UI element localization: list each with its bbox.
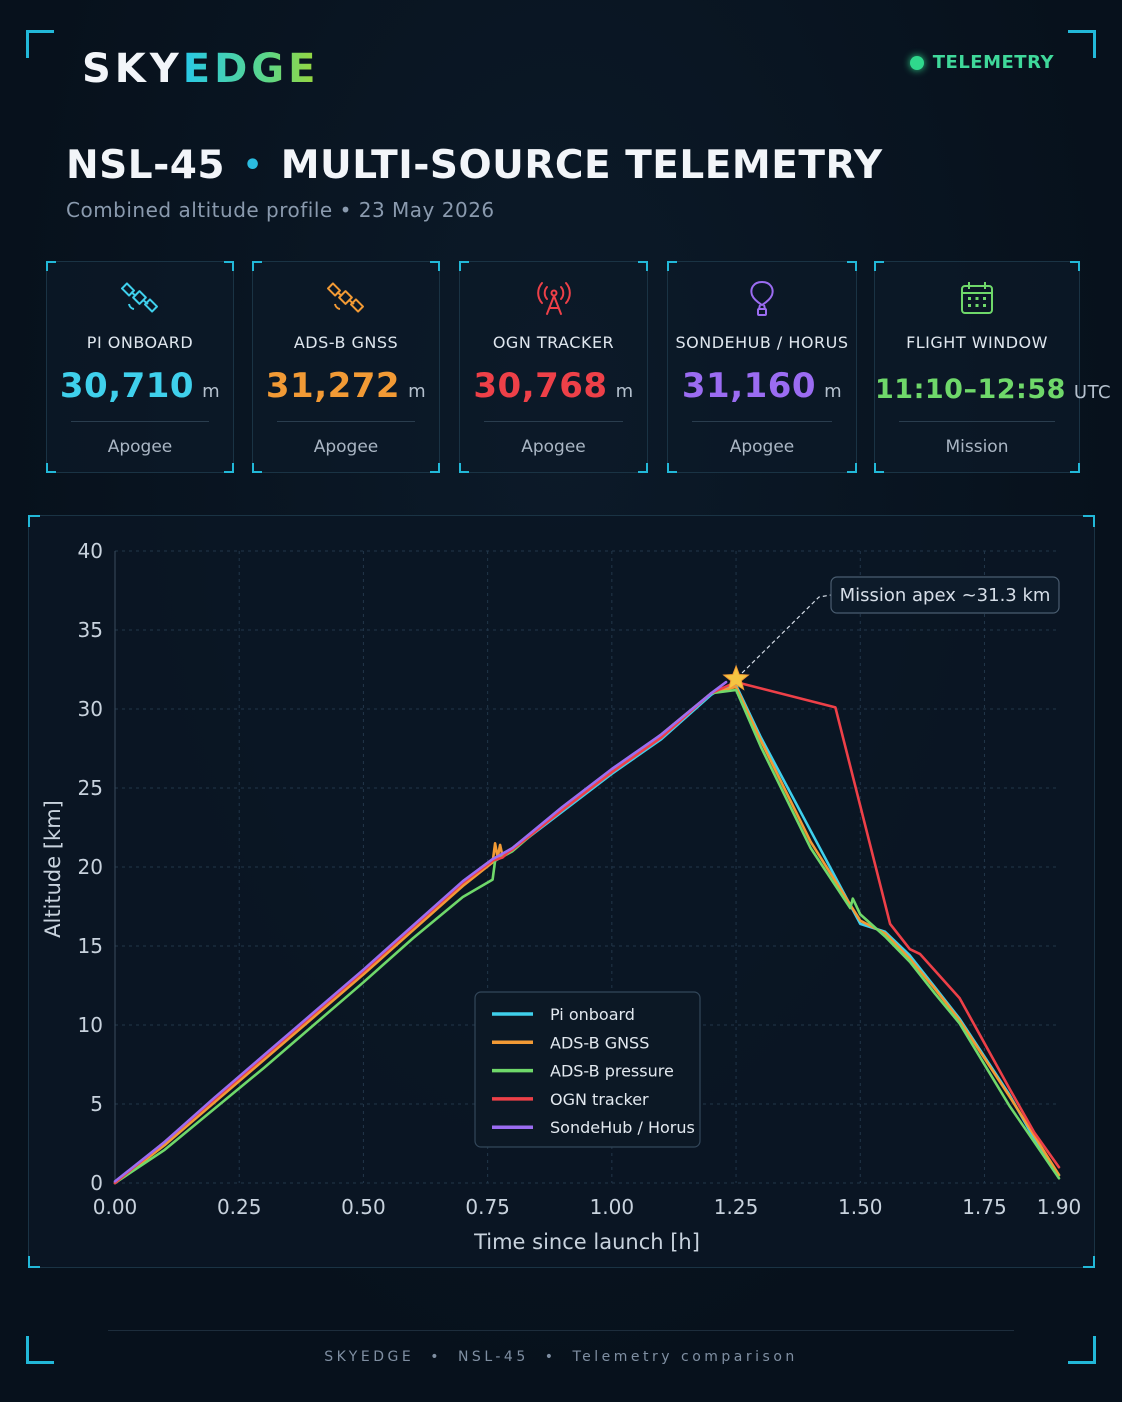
stat-card-pi-onboard: PI ONBOARD 30,710 m Apogee xyxy=(46,261,234,473)
page-title-mission: NSL-45 xyxy=(66,143,226,188)
card-value: 31,160 m xyxy=(681,366,843,406)
card-sublabel: Mission xyxy=(945,437,1009,457)
footer-separator: • xyxy=(544,1349,557,1365)
footer-brand: SKYEDGE xyxy=(324,1349,415,1365)
series-line xyxy=(113,680,728,1183)
card-sublabel: Apogee xyxy=(729,437,795,457)
legend-label: ADS-B GNSS xyxy=(550,1033,649,1052)
card-value: 31,272 m xyxy=(265,366,427,406)
chart-panel: 0 5 10 15 20 25 30 35 40 0.00 0.25 0.50 0.75 1.00 1.25… xyxy=(28,515,1095,1268)
card-sublabel: Apogee xyxy=(107,437,173,457)
x-tick-label: 0.50 xyxy=(341,1195,386,1219)
altitude-chart: 0 5 10 15 20 25 30 35 40 0.00 0.25 0.50 0.75 1.00 1.25… xyxy=(41,539,1082,1254)
card-value: 11:10–12:58 UTC xyxy=(875,374,1112,405)
card-value: 30,710 m xyxy=(59,366,221,406)
legend-box xyxy=(474,991,701,1148)
telemetry-status: TELEMETRY xyxy=(909,52,1054,73)
y-tick-label: 30 xyxy=(78,697,103,721)
card-label: FLIGHT WINDOW xyxy=(906,333,1048,352)
brand-logo: SKYEDGE xyxy=(82,46,319,92)
legend-label: SondeHub / Horus xyxy=(550,1118,695,1137)
frame-corner-bottom-right xyxy=(1068,1336,1096,1364)
page-title: NSL-45 • MULTI-SOURCE TELEMETRY xyxy=(66,143,883,188)
y-tick-label: 15 xyxy=(78,934,103,958)
y-tick-label: 0 xyxy=(90,1171,103,1195)
y-tick-label: 5 xyxy=(90,1092,103,1116)
y-tick-label: 35 xyxy=(78,618,103,642)
frame-corner-top-left xyxy=(26,30,54,58)
x-tick-label: 0.25 xyxy=(217,1195,262,1219)
annotation-text: Mission apex ~31.3 km xyxy=(840,585,1051,606)
balloon-icon xyxy=(750,281,774,316)
x-tick-label: 1.50 xyxy=(838,1195,883,1219)
y-axis-label: Altitude [km] xyxy=(41,800,65,938)
x-tick-label: 0.00 xyxy=(93,1195,138,1219)
footer-mission: NSL-45 xyxy=(457,1349,529,1365)
satellite-icon xyxy=(120,282,159,313)
annotation-leader xyxy=(741,594,832,674)
page-title-text: MULTI-SOURCE TELEMETRY xyxy=(280,143,883,188)
stat-card-adsb-gnss: ADS-B GNSS 31,272 m Apogee xyxy=(252,261,440,473)
annotation-box xyxy=(830,576,1060,614)
card-label: SONDEHUB / HORUS xyxy=(675,333,849,352)
y-tick-label: 40 xyxy=(78,539,103,563)
apex-star-icon xyxy=(722,664,750,691)
y-tick-label: 25 xyxy=(78,776,103,800)
x-tick-label: 1.25 xyxy=(714,1195,759,1219)
footer-divider xyxy=(108,1330,1014,1331)
stat-card-sondehub-horus: SONDEHUB / HORUS 31,160 m Apogee xyxy=(667,261,857,473)
footer: SKYEDGE • NSL-45 • Telemetry comparison xyxy=(0,1349,1122,1365)
x-tick-label: 1.90 xyxy=(1037,1195,1082,1219)
card-value: 30,768 m xyxy=(473,366,634,406)
brand-logo-part1: SKY xyxy=(82,46,183,92)
x-tick-label: 0.75 xyxy=(465,1195,510,1219)
x-tick-label: 1.75 xyxy=(962,1195,1007,1219)
card-label: OGN TRACKER xyxy=(492,333,615,352)
footer-separator: • xyxy=(430,1349,442,1365)
stat-cards: PI ONBOARD 30,710 m Apogee ADS-B GNSS 31,… xyxy=(46,261,1112,473)
status-dot-icon xyxy=(909,55,924,70)
status-label: TELEMETRY xyxy=(932,52,1054,73)
page-subtitle: Combined altitude profile • 23 May 2026 xyxy=(66,198,495,222)
card-sublabel: Apogee xyxy=(313,437,379,457)
y-tick-label: 10 xyxy=(78,1013,103,1037)
legend-label: Pi onboard xyxy=(550,1005,635,1024)
x-axis-label: Time since launch [h] xyxy=(473,1230,700,1254)
page-title-separator: • xyxy=(243,148,263,183)
legend-label: OGN tracker xyxy=(550,1090,649,1109)
y-tick-label: 20 xyxy=(78,855,103,879)
stat-card-ogn-tracker: OGN TRACKER 30,768 m Apogee xyxy=(459,261,648,473)
card-label: ADS-B GNSS xyxy=(293,333,399,352)
card-label: PI ONBOARD xyxy=(86,333,194,352)
frame-corner-top-right xyxy=(1068,30,1096,58)
card-sublabel: Apogee xyxy=(521,437,586,457)
antenna-icon xyxy=(536,282,571,315)
brand-logo-part2: EDGE xyxy=(182,46,320,92)
x-tick-label: 1.00 xyxy=(590,1195,635,1219)
legend-label: ADS-B pressure xyxy=(550,1062,674,1081)
stat-card-flight-window: FLIGHT WINDOW 11:10–12:58 UTC Mission xyxy=(874,261,1112,473)
frame-corner-bottom-left xyxy=(26,1336,54,1364)
footer-text: Telemetry comparison xyxy=(572,1349,798,1365)
calendar-icon xyxy=(961,282,993,314)
satellite-icon xyxy=(326,282,365,313)
